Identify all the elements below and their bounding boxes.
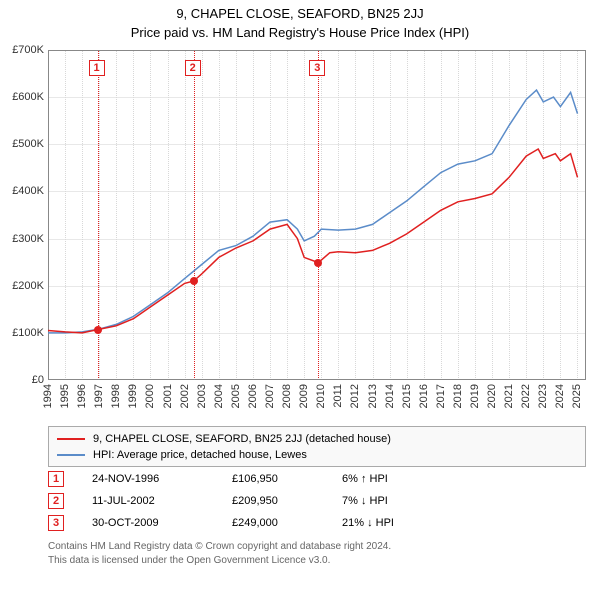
y-tick-label: £0 xyxy=(0,374,44,386)
x-tick-label: 2007 xyxy=(264,384,276,408)
legend-row-property: 9, CHAPEL CLOSE, SEAFORD, BN25 2JJ (deta… xyxy=(57,431,577,447)
x-tick-label: 2002 xyxy=(179,384,191,408)
y-tick-label: £200K xyxy=(0,280,44,292)
event-marker-dot xyxy=(190,277,198,285)
x-tick-label: 2001 xyxy=(162,384,174,408)
series-svg xyxy=(48,50,586,380)
legend: 9, CHAPEL CLOSE, SEAFORD, BN25 2JJ (deta… xyxy=(48,426,586,467)
x-tick-label: 1994 xyxy=(42,384,54,408)
x-tick-label: 2015 xyxy=(401,384,413,408)
event-row-date: 24-NOV-1996 xyxy=(92,473,222,485)
x-tick-label: 2004 xyxy=(213,384,225,408)
legend-row-hpi: HPI: Average price, detached house, Lewe… xyxy=(57,447,577,463)
series-hpi-line xyxy=(48,90,578,333)
x-tick-label: 1997 xyxy=(93,384,105,408)
y-tick-label: £100K xyxy=(0,327,44,339)
x-tick-label: 1996 xyxy=(76,384,88,408)
event-row-pct: 21% ↓ HPI xyxy=(342,517,462,529)
x-tick-label: 2014 xyxy=(384,384,396,408)
legend-label-property: 9, CHAPEL CLOSE, SEAFORD, BN25 2JJ (deta… xyxy=(93,433,391,445)
event-row-date: 11-JUL-2002 xyxy=(92,495,222,507)
x-tick-label: 2020 xyxy=(486,384,498,408)
y-tick-label: £700K xyxy=(0,44,44,56)
x-tick-label: 1998 xyxy=(110,384,122,408)
event-row-price: £249,000 xyxy=(232,517,332,529)
x-tick-label: 2017 xyxy=(435,384,447,408)
page-subtitle: Price paid vs. HM Land Registry's House … xyxy=(0,21,600,40)
event-row-pct: 7% ↓ HPI xyxy=(342,495,462,507)
x-tick-label: 2019 xyxy=(469,384,481,408)
x-tick-label: 2009 xyxy=(298,384,310,408)
event-row-price: £209,950 xyxy=(232,495,332,507)
x-tick-label: 2025 xyxy=(571,384,583,408)
legend-swatch-red xyxy=(57,438,85,440)
x-tick-label: 2018 xyxy=(452,384,464,408)
event-marker-dot xyxy=(94,326,102,334)
x-tick-label: 2005 xyxy=(230,384,242,408)
x-tick-label: 1995 xyxy=(59,384,71,408)
y-tick-label: £300K xyxy=(0,233,44,245)
legend-swatch-blue xyxy=(57,454,85,456)
x-tick-label: 2010 xyxy=(315,384,327,408)
event-table-row: 1 24-NOV-1996 £106,950 6% ↑ HPI xyxy=(48,468,586,490)
legend-label-hpi: HPI: Average price, detached house, Lewe… xyxy=(93,449,307,461)
x-tick-label: 2024 xyxy=(554,384,566,408)
x-tick-label: 2003 xyxy=(196,384,208,408)
x-tick-label: 2013 xyxy=(367,384,379,408)
y-tick-label: £400K xyxy=(0,185,44,197)
x-tick-label: 2006 xyxy=(247,384,259,408)
event-table-row: 2 11-JUL-2002 £209,950 7% ↓ HPI xyxy=(48,490,586,512)
event-row-pct: 6% ↑ HPI xyxy=(342,473,462,485)
y-tick-label: £500K xyxy=(0,138,44,150)
x-tick-label: 2016 xyxy=(418,384,430,408)
event-row-badge: 1 xyxy=(48,471,64,487)
event-row-badge: 3 xyxy=(48,515,64,531)
x-tick-label: 2000 xyxy=(144,384,156,408)
event-row-price: £106,950 xyxy=(232,473,332,485)
event-table-row: 3 30-OCT-2009 £249,000 21% ↓ HPI xyxy=(48,512,586,534)
x-tick-label: 2021 xyxy=(503,384,515,408)
event-row-badge: 2 xyxy=(48,493,64,509)
x-tick-label: 2011 xyxy=(332,384,344,408)
series-property-line xyxy=(48,149,578,333)
event-marker-dot xyxy=(314,259,322,267)
page-title: 9, CHAPEL CLOSE, SEAFORD, BN25 2JJ xyxy=(0,0,600,21)
x-tick-label: 2023 xyxy=(537,384,549,408)
x-tick-label: 2012 xyxy=(349,384,361,408)
license-line1: Contains HM Land Registry data © Crown c… xyxy=(48,541,391,552)
y-tick-label: £600K xyxy=(0,91,44,103)
x-tick-label: 2008 xyxy=(281,384,293,408)
x-tick-label: 1999 xyxy=(127,384,139,408)
x-tick-label: 2022 xyxy=(520,384,532,408)
license-line2: This data is licensed under the Open Gov… xyxy=(48,555,330,566)
event-table: 1 24-NOV-1996 £106,950 6% ↑ HPI 2 11-JUL-2002… xyxy=(48,468,586,534)
license-text: Contains HM Land Registry data © Crown c… xyxy=(48,540,586,567)
event-row-date: 30-OCT-2009 xyxy=(92,517,222,529)
chart-container: 9, CHAPEL CLOSE, SEAFORD, BN25 2JJ Price… xyxy=(0,0,600,590)
